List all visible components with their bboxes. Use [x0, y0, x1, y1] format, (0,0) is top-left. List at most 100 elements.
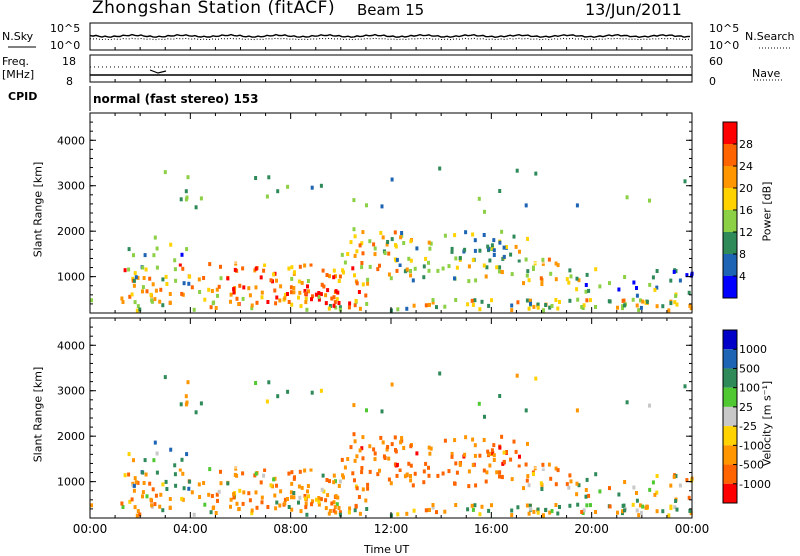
data-point — [639, 298, 642, 303]
data-point — [484, 274, 488, 279]
data-point — [550, 304, 554, 308]
data-point — [409, 444, 413, 449]
data-point — [400, 231, 404, 235]
data-point — [161, 303, 165, 308]
freq-unit-label: [MHz] — [2, 68, 35, 81]
data-point — [396, 512, 400, 517]
data-point — [229, 497, 233, 502]
data-point — [327, 511, 331, 516]
data-point — [498, 269, 501, 274]
data-point — [332, 268, 336, 273]
data-point — [455, 265, 459, 270]
data-point — [393, 230, 397, 235]
data-point — [342, 475, 345, 480]
data-point — [544, 303, 548, 307]
velocity-colorbar-tick-label: 500 — [739, 362, 760, 375]
data-point — [361, 230, 365, 235]
data-point — [402, 241, 406, 245]
data-point — [229, 299, 232, 304]
data-point — [181, 497, 185, 502]
data-point — [516, 505, 520, 510]
data-point — [473, 453, 477, 458]
data-point — [635, 293, 639, 298]
data-point — [199, 401, 203, 406]
data-point — [260, 495, 264, 500]
data-point — [317, 499, 321, 504]
data-point — [319, 183, 323, 188]
data-point — [454, 298, 458, 302]
data-point — [482, 438, 486, 442]
data-point — [427, 240, 431, 245]
data-point — [471, 258, 475, 263]
data-point — [229, 504, 232, 509]
data-point — [380, 409, 384, 414]
data-point — [254, 490, 258, 495]
data-point — [242, 490, 246, 495]
data-point — [674, 269, 678, 274]
data-point — [651, 275, 655, 280]
velocity-colorbar-tick-label: 100 — [739, 382, 760, 395]
data-point — [621, 298, 625, 303]
data-point — [541, 261, 545, 266]
data-point — [334, 479, 337, 484]
data-point — [304, 505, 308, 510]
data-point — [306, 489, 309, 494]
data-point — [655, 474, 659, 478]
data-point — [297, 295, 300, 300]
cpid-text: normal (fast stereo) 153 — [93, 92, 259, 106]
data-point — [576, 297, 580, 302]
data-point — [458, 461, 462, 466]
data-point — [290, 276, 294, 281]
data-point — [487, 508, 491, 513]
data-point — [655, 304, 659, 309]
data-point — [454, 256, 458, 261]
data-point — [304, 496, 307, 501]
data-point — [155, 246, 159, 251]
data-point — [373, 451, 377, 456]
velocity-colorbar-tick-label: -100 — [739, 439, 764, 452]
data-point — [558, 300, 561, 304]
data-point — [153, 502, 157, 507]
data-point — [235, 296, 239, 301]
data-point — [290, 302, 294, 307]
data-point — [278, 503, 282, 508]
data-point — [431, 503, 435, 507]
data-point — [527, 278, 531, 283]
nsky-label: N.Sky — [2, 30, 34, 43]
data-point — [361, 282, 365, 287]
data-point — [395, 268, 399, 273]
data-point — [260, 500, 264, 505]
data-point — [263, 263, 267, 267]
date-label: 13/Jun/2011 — [585, 0, 682, 19]
data-point — [274, 301, 278, 306]
data-point — [207, 492, 211, 497]
data-point — [290, 290, 293, 295]
data-point — [337, 279, 341, 283]
data-point — [398, 468, 402, 472]
data-point — [341, 268, 345, 273]
data-point — [373, 246, 377, 251]
data-point — [623, 480, 627, 484]
data-point — [467, 469, 471, 474]
power-colorbar-segment — [723, 122, 737, 144]
page-title: Zhongshan Station (fitACF) — [92, 0, 336, 18]
data-point — [443, 233, 447, 238]
data-point — [443, 509, 447, 514]
data-point — [317, 502, 321, 507]
data-point — [585, 272, 589, 277]
data-point — [381, 440, 385, 445]
data-point — [334, 305, 338, 310]
data-point — [366, 486, 370, 491]
data-point — [598, 489, 602, 494]
data-point — [232, 287, 236, 292]
data-point — [255, 300, 259, 305]
velocity-colorbar-tick-label: -1000 — [739, 478, 771, 491]
data-point — [393, 257, 397, 262]
data-point — [199, 196, 203, 201]
data-point — [173, 267, 177, 272]
data-point — [310, 185, 314, 190]
data-point — [340, 252, 344, 257]
y-tick-label: 2000 — [57, 225, 85, 238]
data-point — [453, 233, 457, 238]
data-point — [389, 276, 393, 281]
